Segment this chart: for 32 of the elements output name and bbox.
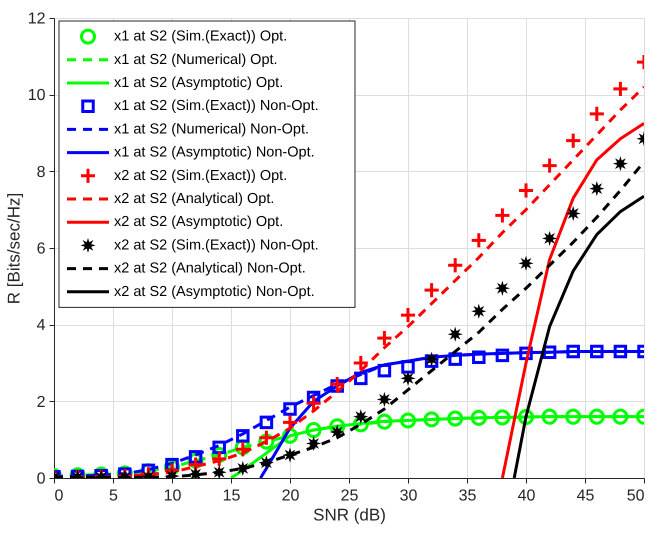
x-tick-label: 0 — [54, 488, 64, 504]
legend-label: x2 at S2 (Asymptotic) Non-Opt. — [114, 284, 315, 300]
x-axis-title: SNR (dB) — [313, 506, 386, 524]
x-tick-label: 5 — [109, 488, 118, 504]
legend-label: x2 at S2 (Sim.(Exact)) Non-Opt. — [114, 237, 319, 254]
legend-label: x1 at S2 (Sim.(Exact)) Non-Opt. — [114, 98, 319, 114]
x-tick-label: 40 — [518, 488, 536, 504]
y-tick-label: 0 — [36, 470, 46, 488]
legend-label: x1 at S2 (Numerical) Non-Opt. — [114, 121, 310, 138]
y-tick-label: 6 — [36, 240, 46, 258]
x-tick-label: 20 — [282, 488, 300, 504]
y-tick-label: 2 — [36, 394, 46, 411]
x-tick-label: 50 — [626, 488, 645, 504]
y-tick-label: 12 — [28, 10, 46, 28]
legend-label: x2 at S2 (Analytical) Non-Opt. — [114, 260, 306, 277]
x-tick-label: 10 — [164, 488, 182, 504]
y-axis-title: R [Bits/sec/Hz] — [4, 192, 24, 304]
legend-label: x1 at S2 (Sim.(Exact)) Opt. — [114, 28, 288, 45]
legend-label: x2 at S2 (Sim.(Exact)) Opt. — [114, 168, 288, 184]
legend-label: x2 at S2 (Analytical) Opt. — [114, 191, 274, 207]
legend-label: x2 at S2 (Asymptotic) Opt. — [114, 214, 284, 230]
y-tick-label: 4 — [36, 317, 46, 334]
legend-label: x1 at S2 (Numerical) Opt. — [114, 52, 278, 68]
legend-label: x1 at S2 (Asymptotic) Opt. — [114, 75, 284, 91]
x-tick-label: 30 — [400, 488, 418, 504]
x-tick-label: 25 — [340, 488, 358, 504]
x-tick-label: 15 — [222, 488, 240, 504]
legend-label: x1 at S2 (Asymptotic) Non-Opt. — [114, 144, 315, 161]
x-tick-label: 45 — [576, 488, 594, 504]
y-tick-label: 10 — [28, 87, 46, 104]
x-tick-label: 35 — [458, 488, 476, 504]
y-tick-label: 8 — [36, 164, 46, 181]
